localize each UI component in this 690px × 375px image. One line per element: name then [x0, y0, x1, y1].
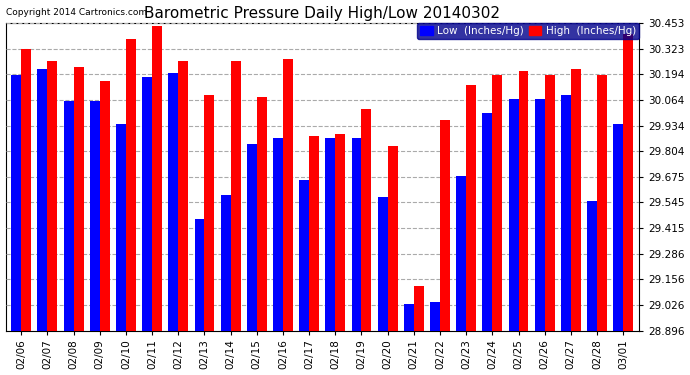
Bar — [493, 75, 502, 330]
Bar — [74, 67, 83, 330]
Bar — [100, 81, 110, 330]
Bar — [152, 26, 162, 330]
Bar — [299, 180, 309, 330]
Bar — [466, 85, 476, 330]
Bar — [456, 176, 466, 330]
Bar — [362, 109, 371, 330]
Bar — [404, 304, 414, 330]
Bar — [116, 124, 126, 330]
Bar — [126, 39, 136, 330]
Bar — [63, 101, 74, 330]
Bar — [335, 134, 345, 330]
Bar — [597, 75, 607, 330]
Bar — [37, 69, 48, 330]
Text: Copyright 2014 Cartronics.com: Copyright 2014 Cartronics.com — [6, 8, 147, 17]
Bar — [230, 61, 241, 330]
Bar — [257, 97, 267, 330]
Bar — [273, 138, 283, 330]
Legend: Low  (Inches/Hg), High  (Inches/Hg): Low (Inches/Hg), High (Inches/Hg) — [417, 23, 639, 39]
Bar — [178, 61, 188, 330]
Bar — [48, 61, 57, 330]
Bar — [326, 138, 335, 330]
Bar — [168, 73, 178, 330]
Bar — [509, 99, 518, 330]
Bar — [195, 219, 204, 330]
Bar — [11, 75, 21, 330]
Bar — [613, 124, 623, 330]
Bar — [482, 112, 493, 330]
Bar — [587, 201, 597, 330]
Bar — [430, 302, 440, 330]
Bar — [283, 59, 293, 330]
Bar — [544, 75, 555, 330]
Bar — [351, 138, 362, 330]
Bar — [247, 144, 257, 330]
Bar — [309, 136, 319, 330]
Bar — [440, 120, 450, 330]
Bar — [21, 50, 31, 330]
Bar — [518, 71, 529, 330]
Bar — [623, 34, 633, 330]
Bar — [561, 95, 571, 330]
Bar — [571, 69, 581, 330]
Bar — [90, 101, 100, 330]
Bar — [535, 99, 544, 330]
Title: Barometric Pressure Daily High/Low 20140302: Barometric Pressure Daily High/Low 20140… — [144, 6, 500, 21]
Bar — [221, 195, 230, 330]
Bar — [377, 198, 388, 330]
Bar — [388, 146, 397, 330]
Bar — [142, 77, 152, 330]
Bar — [204, 95, 215, 330]
Bar — [414, 286, 424, 330]
